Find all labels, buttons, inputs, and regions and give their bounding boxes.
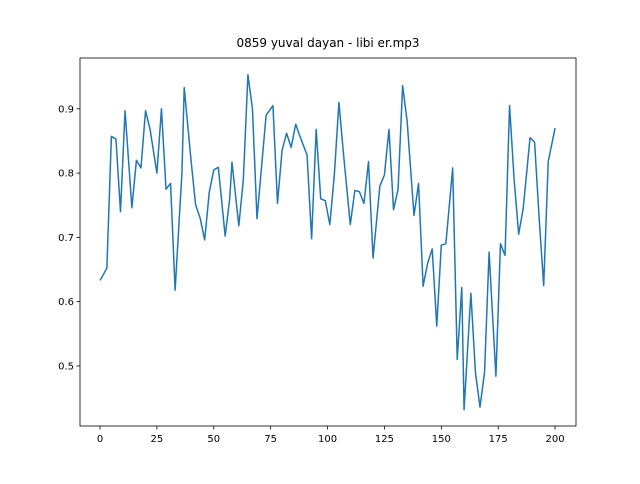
- x-tick-label: 0: [97, 434, 103, 445]
- x-tick-label: 25: [151, 434, 164, 445]
- y-tick-label: 0.7: [58, 233, 74, 244]
- line: [99, 73, 556, 411]
- plot-frame: [79, 57, 577, 427]
- x-tick-label: 125: [375, 434, 394, 445]
- y-tick-label: 0.6: [58, 297, 74, 308]
- y-tick-label: 0.9: [58, 104, 74, 115]
- y-tick-label: 0.8: [58, 169, 74, 180]
- x-tick-label: 175: [489, 434, 508, 445]
- x-tick-label: 200: [546, 434, 565, 445]
- chart-title: 0859 yuval dayan - libi er.mp3: [236, 36, 419, 50]
- x-tick-label: 150: [432, 434, 451, 445]
- x-tick-label: 100: [318, 434, 337, 445]
- y-tick-label: 0.5: [58, 361, 74, 372]
- x-tick-label: 50: [207, 434, 220, 445]
- x-tick-label: 75: [264, 434, 277, 445]
